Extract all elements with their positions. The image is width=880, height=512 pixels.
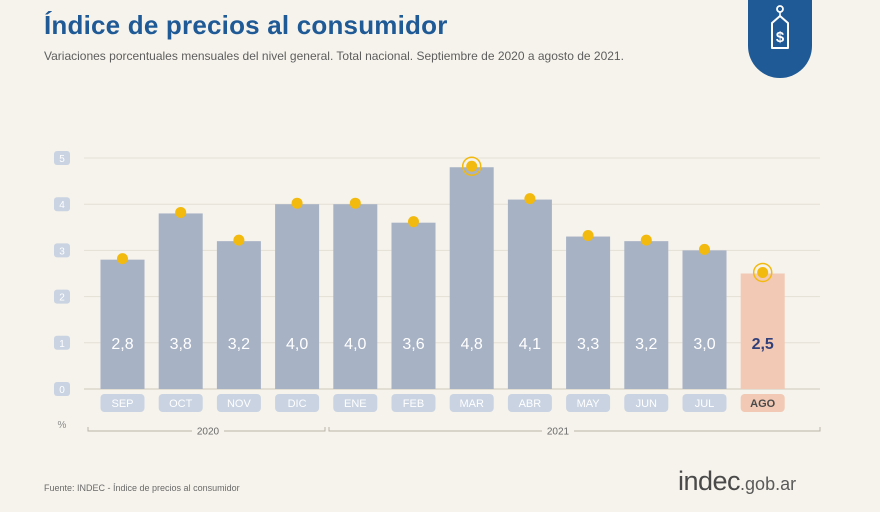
data-label: 3,0 <box>693 336 715 353</box>
data-label: 3,3 <box>577 336 599 353</box>
data-label: 3,8 <box>170 336 192 353</box>
y-tick-label: 3 <box>59 246 65 257</box>
data-label: 3,6 <box>402 336 424 353</box>
x-tick-label: AGO <box>750 398 776 410</box>
point <box>524 193 536 205</box>
x-tick-label: OCT <box>169 398 193 410</box>
bar <box>740 273 785 389</box>
price-tag-dollar-icon: $ <box>748 0 812 78</box>
point-ring <box>461 156 482 176</box>
year-label-bg <box>542 425 574 437</box>
point <box>233 234 245 246</box>
bar <box>275 204 320 389</box>
point-ring <box>752 262 773 283</box>
page-subtitle: Variaciones porcentuales mensuales del n… <box>44 49 624 63</box>
y-tick-chip <box>54 151 70 165</box>
category-chip <box>682 394 727 412</box>
y-tick-label: 5 <box>59 154 65 165</box>
category-chip <box>449 394 494 412</box>
x-tick-label: NOV <box>227 398 252 410</box>
x-tick-label: JUN <box>636 398 657 410</box>
point <box>408 216 419 228</box>
x-tick-label: JUL <box>695 398 715 410</box>
category-chip <box>275 394 320 412</box>
y-tick-chip <box>54 335 70 350</box>
data-label: 3,2 <box>228 336 250 353</box>
x-tick-label: ABR <box>519 398 542 410</box>
indec-logo: indec.gob.ar <box>678 466 796 497</box>
bar <box>682 250 727 389</box>
bar <box>624 241 669 389</box>
y-tick-label: 0 <box>59 385 65 396</box>
data-label: 4,1 <box>519 336 541 353</box>
data-label: 3,2 <box>635 336 657 353</box>
point <box>175 206 187 218</box>
y-tick-chip <box>54 289 70 304</box>
page-title: Índice de precios al consumidor <box>44 10 448 40</box>
category-chip <box>100 394 145 412</box>
category-chip <box>566 394 611 412</box>
bar <box>507 199 552 389</box>
point <box>117 253 128 265</box>
category-chip <box>158 394 203 412</box>
x-tick-label: FEB <box>403 398 424 410</box>
x-tick-label: MAR <box>459 398 484 410</box>
point <box>291 197 303 209</box>
bar <box>566 236 611 389</box>
year-label: 2020 <box>197 427 220 438</box>
unit-label: % <box>58 420 67 431</box>
x-tick-label: SEP <box>111 398 133 410</box>
bar <box>158 213 203 389</box>
point <box>466 160 478 172</box>
bar <box>391 222 436 389</box>
y-tick-chip <box>54 243 70 258</box>
data-label: 4,8 <box>461 336 483 353</box>
category-chip <box>507 394 552 412</box>
data-label: 2,8 <box>111 336 133 353</box>
category-chip <box>624 394 669 412</box>
y-tick-chip <box>54 382 70 396</box>
brand-domain: .gob.ar <box>740 474 797 494</box>
category-chip <box>391 394 436 412</box>
year-bracket <box>328 427 821 432</box>
source-note: Fuente: INDEC - Índice de precios al con… <box>44 483 240 493</box>
y-tick-label: 1 <box>59 339 65 350</box>
y-tick-chip <box>54 197 70 212</box>
point <box>699 243 710 255</box>
bar <box>100 259 145 389</box>
svg-text:$: $ <box>776 29 785 46</box>
data-label: 2,5 <box>752 336 774 353</box>
category-chip <box>333 394 378 412</box>
brand-main: indec <box>678 466 741 496</box>
data-label: 4,0 <box>344 336 366 353</box>
category-chip <box>740 394 785 412</box>
x-tick-label: DIC <box>288 398 307 410</box>
year-label: 2021 <box>547 427 570 438</box>
bar <box>449 167 494 389</box>
y-tick-label: 4 <box>59 200 65 211</box>
point <box>757 267 769 278</box>
year-label-bg <box>192 425 224 437</box>
x-tick-label: MAY <box>577 398 601 410</box>
y-tick-label: 2 <box>59 293 65 304</box>
bar <box>333 204 378 389</box>
point <box>640 234 652 246</box>
data-label: 4,0 <box>286 336 308 353</box>
x-tick-label: ENE <box>344 398 367 410</box>
point <box>349 197 361 209</box>
category-chip <box>216 394 261 412</box>
point <box>582 230 594 242</box>
bar <box>216 241 261 389</box>
